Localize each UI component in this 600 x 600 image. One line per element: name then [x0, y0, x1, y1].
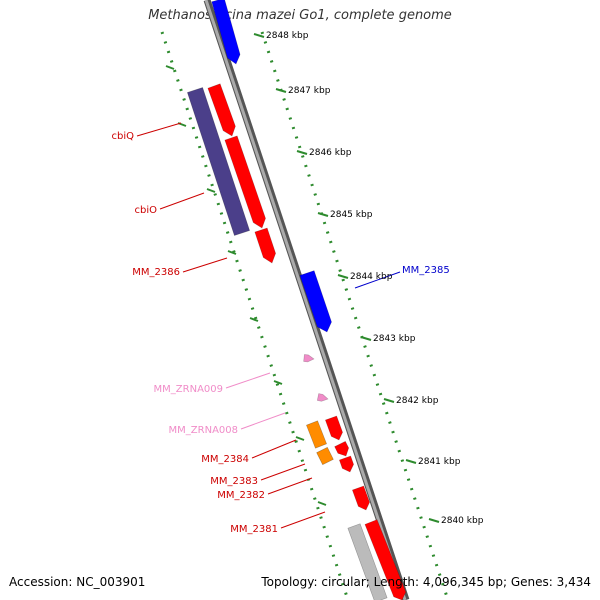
scale-tick	[295, 436, 305, 441]
genome-backbone	[204, 0, 407, 600]
rna-MM_ZRNA009	[303, 354, 315, 363]
leader-line	[159, 192, 205, 210]
scale-label: 2847 kbp	[288, 86, 331, 96]
gene-MM_2382	[338, 455, 354, 473]
gene-red	[224, 135, 266, 229]
rna-MM_ZRNA008	[316, 393, 329, 402]
label-leader-lines	[136, 122, 401, 529]
leader-line	[240, 412, 286, 430]
scale-label: 2840 kbp	[441, 516, 484, 526]
leader-line	[182, 257, 228, 273]
leader-line	[136, 122, 182, 137]
scale-label: 2848 kbp	[266, 31, 309, 41]
scale-tick	[317, 212, 329, 217]
accession-text: Accession: NC_003901	[9, 575, 146, 589]
scale-tick	[275, 88, 287, 93]
gene-MM_2382	[351, 485, 370, 511]
gene-label: MM_2384	[201, 454, 249, 465]
scale-label: 2846 kbp	[309, 148, 352, 158]
scale-tick	[296, 150, 308, 155]
gene-label: cbiO	[135, 205, 158, 216]
scale-label: 2844 kbp	[350, 272, 393, 282]
gene-label: MM_ZRNA008	[169, 425, 238, 436]
scale-tick	[428, 518, 440, 523]
gene-MM_2381	[364, 519, 407, 600]
gene-MM_2383	[334, 440, 350, 457]
scale-tick	[165, 65, 175, 70]
gene-label: MM_2386	[132, 267, 180, 278]
gene-label: MM_2385	[402, 265, 450, 276]
scale-tick	[405, 459, 417, 464]
scale-tick	[383, 398, 395, 403]
gene-label: MM_2382	[217, 490, 265, 501]
gene-cbiQ-cbiO-bar	[187, 87, 250, 236]
gene-red	[254, 227, 276, 264]
leader-line	[354, 271, 401, 289]
right-ruler	[260, 31, 450, 600]
scale-tick	[317, 501, 327, 506]
leader-line	[280, 511, 326, 529]
gene-features	[187, 0, 407, 600]
gene-MM_2384	[306, 420, 327, 449]
gene-label: MM_2383	[210, 476, 258, 487]
leader-line	[260, 463, 306, 481]
labels: 2848 kbp 2847 kbp 2846 kbp 2845 kbp 2844 kbp…	[112, 31, 484, 535]
gene-label: MM_2381	[230, 524, 278, 535]
gene-MM_2384	[316, 446, 334, 466]
scale-tick	[273, 380, 283, 385]
scale-label: 2841 kbp	[418, 457, 461, 467]
gene-label: MM_ZRNA009	[154, 384, 223, 395]
gene-MM_2385	[299, 270, 332, 333]
leader-line	[251, 439, 297, 459]
leader-line	[225, 372, 271, 389]
scale-tick	[253, 33, 265, 38]
scale-tick	[360, 336, 372, 341]
scale-tick	[206, 188, 216, 193]
leader-line	[267, 477, 313, 495]
scale-label: 2843 kbp	[373, 334, 416, 344]
scale-tick	[227, 250, 237, 255]
gene-gray	[347, 523, 388, 600]
scale-tick	[249, 317, 259, 322]
scale-label: 2845 kbp	[330, 210, 373, 220]
gene-MM_2383	[324, 415, 343, 441]
gene-blue-top	[211, 0, 241, 65]
scale-tick	[337, 274, 349, 279]
genome-summary-text: Topology: circular; Length: 4,096,345 bp…	[261, 575, 591, 589]
gene-red	[207, 83, 236, 137]
gene-label: cbiQ	[112, 131, 135, 142]
scale-label: 2842 kbp	[396, 396, 439, 406]
